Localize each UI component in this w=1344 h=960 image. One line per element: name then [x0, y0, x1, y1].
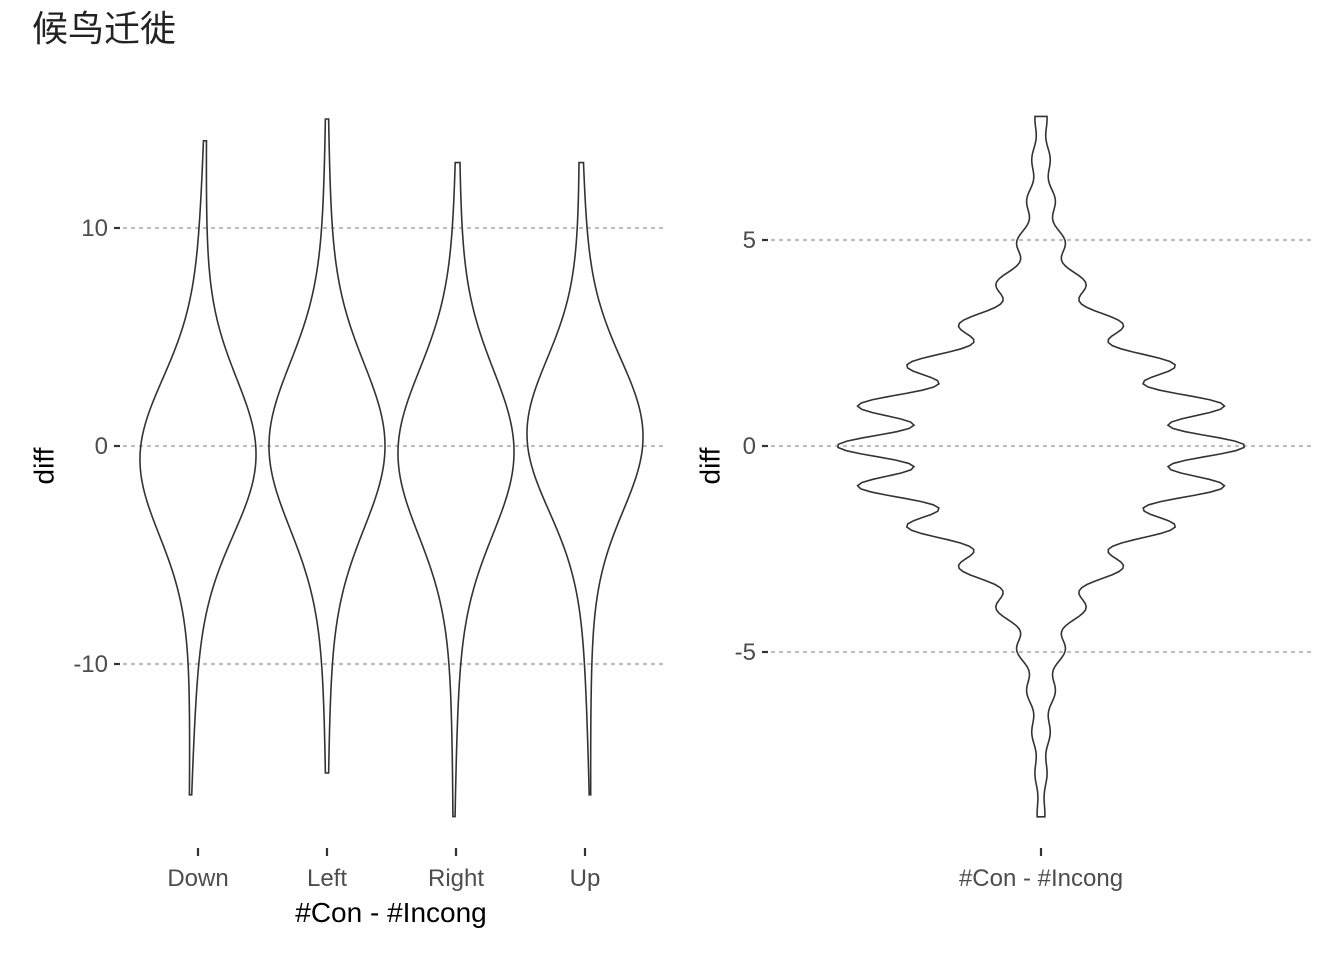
y-tick-label: 5	[743, 227, 756, 254]
y-tick-label: -5	[735, 639, 756, 666]
x-axis-title: #Con - #Incong	[295, 897, 486, 928]
y-axis-title: diff	[694, 447, 725, 484]
x-tick-label: Left	[307, 865, 347, 892]
y-tick-label: 10	[81, 215, 108, 242]
violin-right	[397, 161, 515, 818]
y-tick-label: 0	[743, 433, 756, 460]
y-tick-label: -10	[73, 651, 108, 678]
x-tick-label: Right	[428, 865, 484, 892]
x-tick-label: Up	[570, 865, 601, 892]
x-tick-label: Down	[167, 865, 228, 892]
chart-title: 候鸟迁徙	[32, 9, 177, 50]
y-tick-label: 0	[95, 433, 108, 460]
violin-left	[268, 118, 386, 774]
violin-up	[526, 161, 644, 796]
violin-down	[139, 140, 257, 796]
violin--con-incong	[837, 115, 1245, 818]
y-axis-title: diff	[28, 447, 59, 484]
x-tick-label: #Con - #Incong	[959, 865, 1123, 892]
